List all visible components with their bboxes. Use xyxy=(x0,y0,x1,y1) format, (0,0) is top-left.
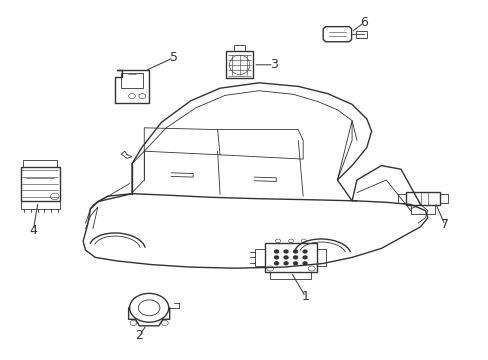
Text: 1: 1 xyxy=(301,291,309,303)
Circle shape xyxy=(303,256,306,259)
Circle shape xyxy=(284,262,287,265)
Bar xyxy=(225,51,253,78)
Bar xyxy=(20,201,60,209)
Bar xyxy=(406,192,439,205)
Bar xyxy=(121,73,143,88)
Circle shape xyxy=(284,250,287,253)
Bar xyxy=(270,272,311,279)
Circle shape xyxy=(274,250,278,253)
Circle shape xyxy=(293,262,297,265)
Circle shape xyxy=(274,256,278,259)
Text: 4: 4 xyxy=(29,224,37,237)
Text: 2: 2 xyxy=(135,329,143,342)
Bar xyxy=(233,45,245,51)
Circle shape xyxy=(293,256,297,259)
Text: 3: 3 xyxy=(269,58,277,71)
Text: 7: 7 xyxy=(440,219,448,231)
Bar xyxy=(316,248,326,266)
Bar xyxy=(397,194,406,203)
Circle shape xyxy=(284,256,287,259)
Text: 6: 6 xyxy=(360,16,367,29)
Circle shape xyxy=(274,262,278,265)
Bar xyxy=(356,31,366,38)
Bar xyxy=(20,166,60,201)
Circle shape xyxy=(303,250,306,253)
Bar xyxy=(23,160,57,166)
Circle shape xyxy=(303,262,306,265)
Bar xyxy=(439,194,447,203)
Circle shape xyxy=(293,250,297,253)
Bar xyxy=(264,243,316,272)
Text: 5: 5 xyxy=(169,51,177,64)
Bar xyxy=(254,248,264,266)
